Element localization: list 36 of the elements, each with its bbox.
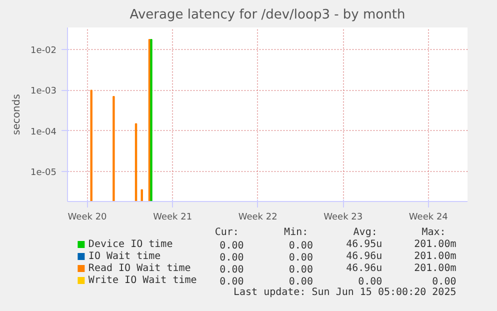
- legend-label: IO Wait time: [88, 251, 161, 262]
- y-tick-label: 1e-02: [30, 46, 57, 56]
- text: Avg:: [353, 227, 378, 238]
- text: 0.00: [220, 240, 244, 252]
- text: 0.00: [220, 276, 244, 288]
- y-tick-label: 1e-04: [30, 127, 57, 138]
- text: 46.95u: [346, 239, 382, 250]
- text: Last update: Sun Jun 15 05:00:20 2025: [233, 287, 456, 298]
- text: 201.00m: [414, 263, 456, 274]
- x-tick-label: Week 22: [238, 212, 278, 222]
- text: 0.00: [432, 276, 456, 288]
- text: 0.00: [220, 252, 244, 264]
- text: 0.00: [358, 276, 382, 288]
- text: 201.00m: [414, 239, 456, 250]
- y-axis-title: seconds: [12, 94, 23, 135]
- x-tick-label: Week 23: [324, 212, 363, 222]
- legend-label: Device IO time: [88, 239, 173, 250]
- text: 0.00: [220, 264, 244, 276]
- text: 0.00: [288, 276, 313, 288]
- text: 0.00: [288, 264, 313, 276]
- chart-title: Average latency for /dev/loop3 - by month: [130, 8, 406, 22]
- x-tick-label: Week 24: [408, 212, 448, 222]
- text: 46.96u: [346, 263, 382, 274]
- text: 0.00: [288, 240, 313, 252]
- text: 46.96u: [346, 251, 382, 262]
- text: Min:: [284, 227, 308, 238]
- legend-label: Write IO Wait time: [88, 275, 197, 286]
- x-tick-label: Week 20: [68, 212, 108, 222]
- legend-label: Read IO Wait time: [88, 263, 191, 274]
- text: 201.00m: [414, 251, 456, 262]
- x-tick-label: Week 21: [153, 212, 192, 222]
- y-tick-label: 1e-03: [30, 86, 57, 97]
- text: 0.00: [288, 252, 313, 264]
- text: Max:: [422, 227, 446, 238]
- text: Cur:: [214, 227, 239, 238]
- y-tick-label: 1e-05: [30, 168, 57, 178]
